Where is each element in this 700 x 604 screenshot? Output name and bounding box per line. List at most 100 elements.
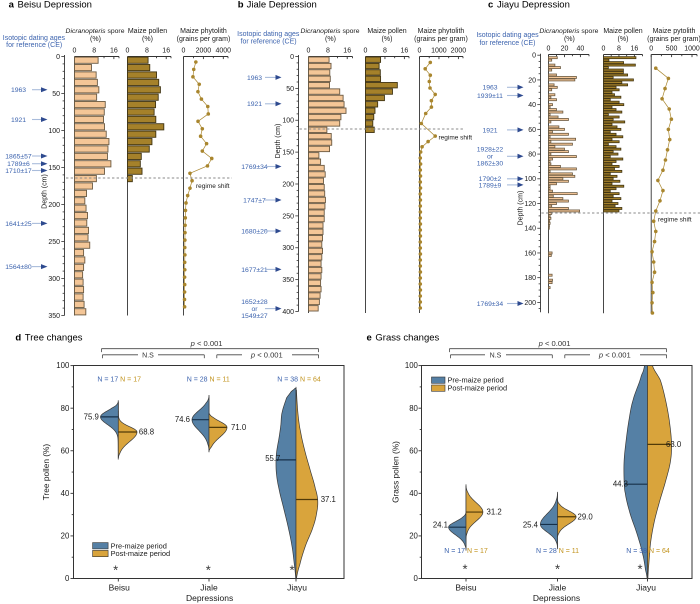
svg-text:(%): (%) [142,36,153,43]
svg-text:Maize phytolith: Maize phytolith [180,28,227,35]
svg-text:300: 300 [282,245,294,252]
svg-text:p < 0.001: p < 0.001 [250,350,283,359]
svg-text:160: 160 [524,250,536,257]
svg-text:8: 8 [617,45,621,52]
svg-text:8: 8 [92,47,96,54]
svg-text:0: 0 [418,47,422,54]
svg-text:e: e [367,333,372,344]
svg-text:Depth (cm): Depth (cm) [275,124,282,159]
svg-text:2000: 2000 [451,47,467,54]
svg-text:Maize pollen: Maize pollen [367,28,406,35]
svg-text:Depressions: Depressions [533,593,580,603]
svg-text:Pre-maize period: Pre-maize period [448,376,504,385]
svg-text:or: or [251,306,258,313]
svg-text:80: 80 [528,152,536,159]
svg-text:16: 16 [401,47,409,54]
svg-text:1641±25: 1641±25 [5,221,32,228]
svg-text:N = 38 N = 64: N = 38 N = 64 [626,548,670,555]
svg-text:N = 38 N = 64: N = 38 N = 64 [277,376,321,383]
svg-text:20: 20 [409,532,418,541]
svg-text:1963: 1963 [482,85,497,92]
svg-text:(%): (%) [564,36,575,43]
svg-text:Jiale: Jiale [549,583,567,593]
svg-text:p < 0.001: p < 0.001 [598,350,631,359]
svg-text:Grass pollen (%): Grass pollen (%) [391,441,401,503]
svg-text:*: * [289,563,294,578]
svg-text:Beisu Depression: Beisu Depression [18,0,92,11]
svg-text:200: 200 [282,181,294,188]
svg-text:80: 80 [409,404,418,413]
svg-text:4000: 4000 [216,47,232,54]
svg-text:1710±17: 1710±17 [5,168,32,175]
svg-text:40: 40 [577,45,585,52]
svg-text:1921: 1921 [247,101,262,108]
svg-text:50: 50 [52,91,60,98]
svg-text:N = 17 N = 17: N = 17 N = 17 [444,548,488,555]
svg-text:0: 0 [56,54,60,61]
svg-text:Beisu: Beisu [455,583,477,593]
svg-text:60: 60 [61,446,70,455]
svg-text:71.0: 71.0 [231,423,247,432]
svg-text:0: 0 [73,47,77,54]
svg-text:0: 0 [649,45,653,52]
svg-text:250: 250 [48,239,60,246]
svg-text:60: 60 [528,127,536,134]
svg-text:N = 17 N = 17: N = 17 N = 17 [97,376,141,383]
svg-text:Jiayu Depression: Jiayu Depression [497,0,570,11]
svg-text:60: 60 [409,446,418,455]
svg-text:16: 16 [162,47,170,54]
svg-text:Dicranopteris spore: Dicranopteris spore [539,28,598,35]
svg-text:1652±28: 1652±28 [241,299,268,306]
svg-text:1928±22: 1928±22 [477,147,504,154]
svg-text:(%): (%) [618,36,629,43]
svg-text:63.0: 63.0 [666,440,682,449]
svg-text:for reference (CE): for reference (CE) [479,40,535,47]
svg-text:Jiale Depression: Jiale Depression [247,0,317,11]
svg-text:1769±34: 1769±34 [477,301,504,308]
svg-text:180: 180 [524,275,536,282]
svg-text:0: 0 [126,47,130,54]
svg-text:0: 0 [547,45,551,52]
svg-text:20: 20 [528,77,536,84]
svg-text:1789±9: 1789±9 [479,182,502,189]
svg-text:0: 0 [182,47,186,54]
svg-text:25.4: 25.4 [523,520,539,529]
svg-text:*: * [555,562,560,577]
svg-text:Isotopic dating ages: Isotopic dating ages [237,31,300,38]
svg-text:40: 40 [528,102,536,109]
svg-text:N.S: N.S [490,352,502,359]
svg-text:Post-maize period: Post-maize period [448,384,508,393]
svg-text:(%): (%) [90,36,101,43]
svg-text:55.7: 55.7 [265,454,280,463]
svg-text:100: 100 [48,128,60,135]
svg-text:1000: 1000 [684,45,700,52]
svg-text:for reference (CE): for reference (CE) [6,42,62,49]
svg-text:1000: 1000 [431,47,447,54]
svg-text:p < 0.001: p < 0.001 [190,339,223,348]
svg-text:44.3: 44.3 [613,480,628,489]
svg-text:Tree pollen (%): Tree pollen (%) [41,444,51,501]
svg-text:1789±6: 1789±6 [7,161,30,168]
svg-text:Isotopic dating ages: Isotopic dating ages [3,35,66,42]
svg-text:Maize pollen: Maize pollen [128,28,167,35]
svg-text:(grains per gram): (grains per gram) [177,36,231,43]
svg-text:0: 0 [290,54,294,61]
svg-text:b: b [238,0,244,11]
svg-text:100: 100 [56,361,70,370]
svg-text:1862±30: 1862±30 [477,161,504,168]
svg-text:*: * [113,563,118,578]
svg-text:a: a [9,0,15,11]
svg-text:400: 400 [282,309,294,316]
svg-text:1963: 1963 [11,87,26,94]
svg-text:Beisu: Beisu [109,583,131,593]
svg-text:350: 350 [48,313,60,320]
svg-text:for reference (CE): for reference (CE) [241,39,297,46]
svg-text:75.9: 75.9 [84,412,99,421]
svg-text:regime shift: regime shift [658,217,692,224]
svg-text:Maize pytolith: Maize pytolith [653,28,696,35]
svg-text:68.8: 68.8 [139,427,154,436]
svg-text:Pre-maize period: Pre-maize period [111,541,167,550]
svg-text:40: 40 [409,489,418,498]
svg-text:40: 40 [61,489,70,498]
svg-text:350: 350 [282,277,294,284]
